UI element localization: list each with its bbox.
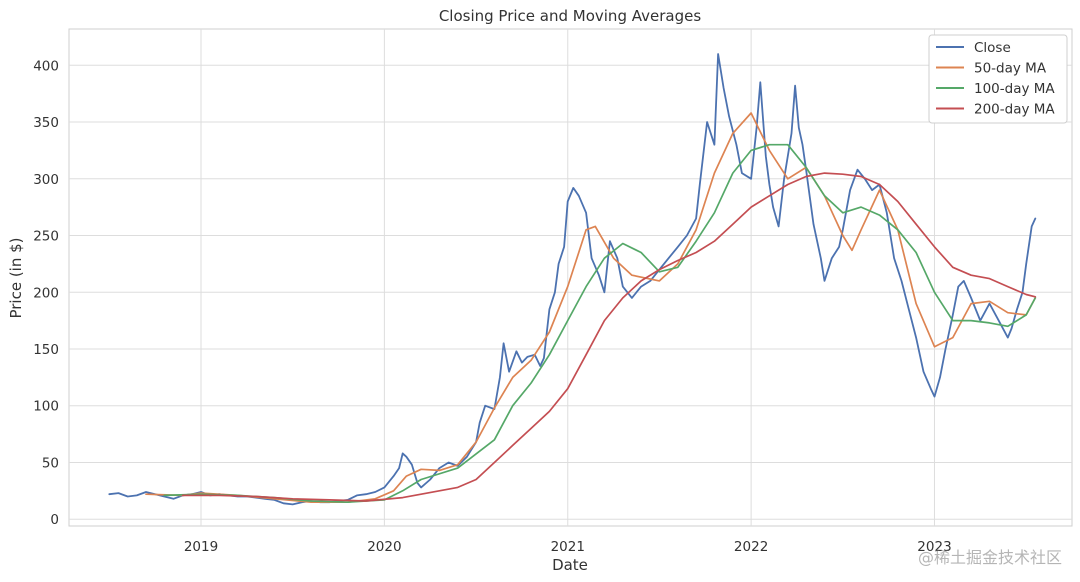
legend-label: 50-day MA — [974, 61, 1047, 77]
legend-label: 200-day MA — [974, 102, 1055, 118]
axis-ticks: 0 50 100 150 200 250 300 350 400 2019 2020 2021 2022… — [33, 58, 951, 555]
y-tick-label: 150 — [33, 342, 59, 358]
x-axis-label: Date — [552, 556, 588, 574]
y-tick-label: 300 — [33, 172, 59, 188]
y-tick-label: 200 — [33, 285, 59, 301]
legend-label: Close — [974, 40, 1011, 56]
y-tick-label: 350 — [33, 115, 59, 131]
y-tick-label: 100 — [33, 399, 59, 415]
x-tick-label: 2023 — [917, 539, 951, 555]
chart-title: Closing Price and Moving Averages — [439, 7, 702, 25]
chart-legend: Close 50-day MA 100-day MA 200-day MA — [928, 34, 1068, 124]
series-line-3 — [163, 143, 1037, 504]
legend-label: 100-day MA — [974, 81, 1055, 97]
y-tick-label: 50 — [42, 455, 59, 471]
x-tick-label: 2020 — [367, 539, 401, 555]
x-tick-label: 2021 — [551, 539, 585, 555]
legend-box — [928, 34, 1068, 124]
y-axis-label: Price (in $) — [7, 237, 25, 318]
series-line-4 — [181, 172, 1037, 502]
series-lines — [108, 53, 1037, 506]
x-tick-label: 2022 — [734, 539, 768, 555]
y-tick-label: 400 — [33, 58, 59, 74]
y-tick-label: 0 — [50, 512, 59, 528]
x-tick-label: 2019 — [184, 539, 218, 555]
watermark: @稀土掘金技术社区 — [917, 548, 1062, 567]
y-tick-label: 250 — [33, 229, 59, 245]
